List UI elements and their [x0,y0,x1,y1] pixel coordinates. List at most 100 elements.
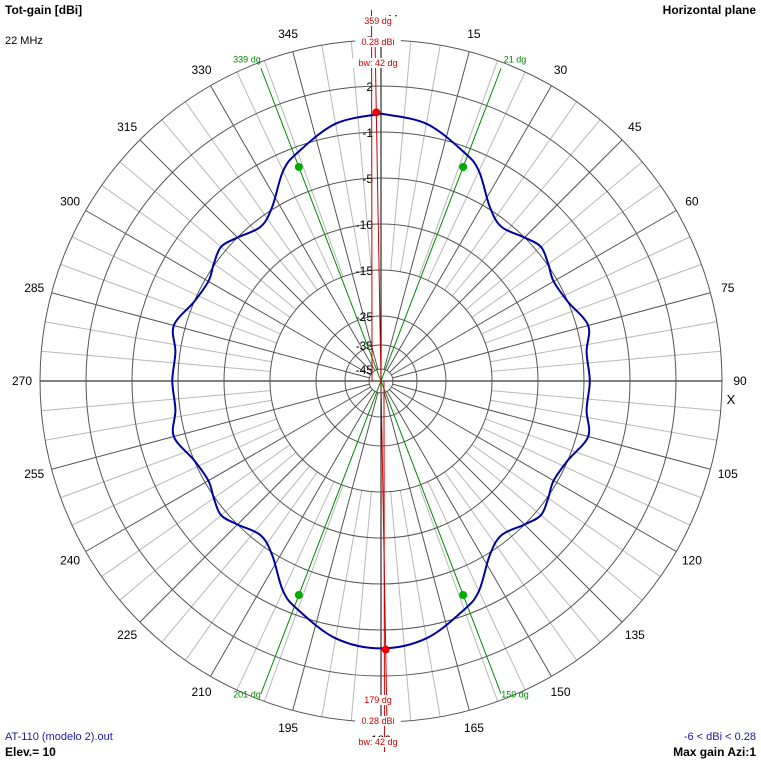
max-gain-label-179: 0.28 dBi [361,716,394,726]
annotation-bg-179-0 [360,695,396,705]
ring-label--5: -5 [362,172,373,186]
spoke-140 [451,465,601,643]
annotation-bg-359-0 [360,16,396,26]
azimuth-label-240: 240 [60,554,80,568]
spoke-150 [386,391,552,677]
ring-label--25: -25 [356,310,374,324]
ring-label--15: -15 [356,264,374,278]
spoke-300 [85,210,371,376]
spoke-250 [60,418,277,499]
spoke-130 [465,451,643,601]
spoke-55 [471,185,661,318]
azimuth-label-330: 330 [191,63,211,77]
azimuth-label-135: 135 [625,628,645,642]
beamwidth-point-339 [294,163,303,172]
azimuth-label-105: 105 [718,467,738,481]
spoke-155 [427,481,526,691]
file-name: AT-110 (modelo 2).out [5,731,113,743]
spoke-75 [392,292,711,379]
spoke-295 [71,236,281,335]
spoke-50 [465,161,643,311]
polar-grid [39,39,723,723]
max-point-179 [381,645,390,654]
annotations: 359 dg 0.28 dBi bw: 42 dg 179 dg 0.28 dBi bw:… [233,16,529,747]
ring-label--1: -1 [362,126,373,140]
max-bw-label-359: bw: 42 dg [358,58,397,68]
spoke-135 [389,389,623,623]
series-layer [171,112,591,650]
max-line-inner-179 [383,380,385,752]
spoke-265 [41,390,271,412]
azimuth-label-60: 60 [685,195,699,209]
azimuth-labels: 0153045607590105120135150165180195210225… [12,12,747,747]
max-bw-label-179: bw: 42 dg [358,737,397,747]
ring-label--35: -35 [356,339,374,353]
ring--5 [177,177,585,585]
ring-label--10: -10 [356,218,374,232]
beamwidth-point-159 [459,590,468,599]
spoke-320 [161,119,311,297]
spoke-260 [45,399,272,441]
max-point-359 [372,108,381,117]
beamwidth-label-159: 159 dg [501,690,529,700]
spoke-65 [481,236,691,335]
spoke-60 [391,210,677,376]
spoke-240 [85,386,371,552]
spoke-315 [139,139,373,373]
spoke-290 [60,263,277,344]
spoke-330 [210,85,376,371]
annotation-bg-179-2 [352,737,404,747]
spoke-325 [185,101,318,291]
beamwidth-line-159 [380,380,502,694]
marker-points [294,108,468,654]
spoke-5 [390,41,412,271]
spoke-40 [451,119,601,297]
spoke-350 [321,45,363,272]
azimuth-label-150: 150 [550,685,570,699]
spoke-145 [444,471,577,661]
chart-title: Tot-gain [dBi] [5,3,83,17]
azimuth-label-255: 255 [24,467,44,481]
spoke-335 [236,71,335,281]
spoke-280 [45,321,272,363]
marker-lines [260,10,502,752]
beamwidth-label-21: 21 dg [504,54,527,64]
spoke-215 [185,471,318,661]
elevation-label: Elev.= 10 [5,745,56,759]
max-line-359 [374,40,382,382]
azimuth-label-30: 30 [554,63,568,77]
frequency-label: 22 MHz [5,35,43,47]
spoke-105 [392,383,711,470]
beamwidth-label-339: 339 dg [233,54,261,64]
azimuth-label-225: 225 [117,628,137,642]
beamwidth-point-201 [294,590,303,599]
spoke-195 [292,392,379,711]
ring--25 [315,315,447,447]
spoke-95 [491,390,721,412]
spoke-110 [485,418,702,499]
spoke-85 [491,350,721,372]
spoke-275 [41,350,271,372]
spoke-205 [236,481,335,691]
max-angle-label-179: 179 dg [364,695,392,705]
azimuth-label-300: 300 [60,195,80,209]
spoke-80 [490,321,717,363]
spoke-345 [292,51,379,370]
spoke-210 [210,391,376,677]
spoke-15 [383,51,470,370]
spoke-310 [119,161,297,311]
azimuth-label-90: 90 [733,374,747,388]
spoke-170 [399,490,441,717]
ring-label--45: -45 [356,363,374,377]
spoke-220 [161,465,311,643]
spoke-30 [386,85,552,371]
spoke-25 [427,71,526,281]
gain-range-label: -6 < dBi < 0.28 [683,731,756,743]
annotation-bg-359-1 [355,37,401,47]
plane-label: Horizontal plane [662,3,756,17]
annotation-bg-179-1 [355,716,401,726]
beamwidth-line-21 [380,68,502,382]
beamwidth-line-201 [260,380,382,694]
azimuth-label-165: 165 [464,721,484,735]
